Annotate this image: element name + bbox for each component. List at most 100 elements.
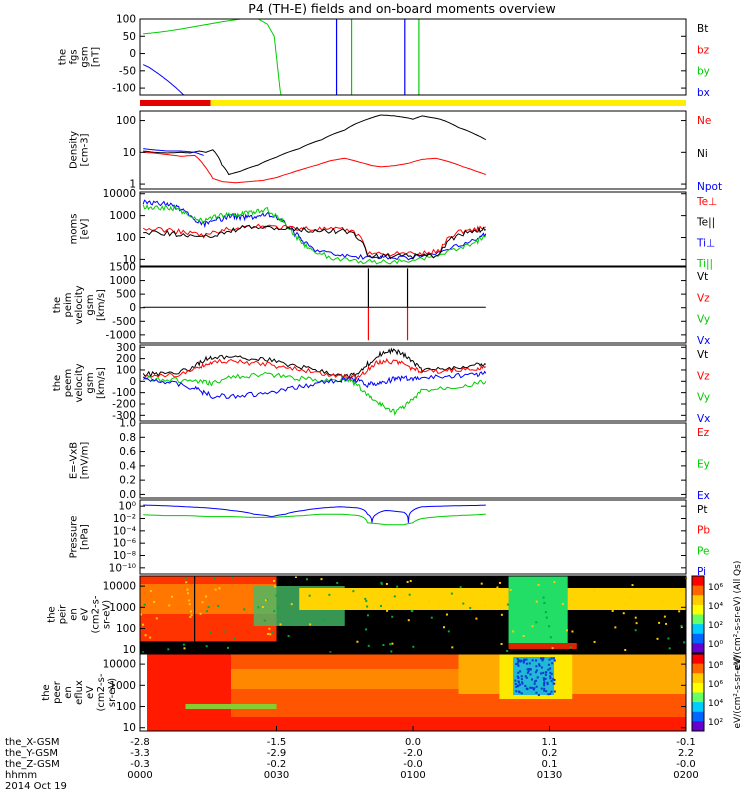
legend-vy: Vy — [697, 392, 710, 404]
footer-tick-value: 0.0 — [405, 737, 421, 748]
colorbar-segment — [692, 711, 704, 722]
figure-title: P4 (TH-E) fields and on-board moments ov… — [248, 1, 555, 16]
spectrogram-speck — [309, 623, 312, 626]
spectrogram-speck — [366, 614, 369, 617]
ylabel-line: gsm — [85, 372, 96, 393]
peer-eflux-colorbar: 10⁸ 10⁶ 10⁴ 10² — [691, 653, 723, 732]
footer-row-label: the_X-GSM — [5, 737, 59, 748]
legend-vx: Vx — [697, 413, 710, 425]
spectrogram-speck — [143, 603, 146, 606]
panel-pressure — [143, 504, 486, 526]
spectrogram-speck — [532, 688, 535, 691]
spectrogram-speck — [168, 604, 171, 607]
y-tick-label: 50 — [123, 31, 136, 43]
y-tick-label: 100 — [116, 14, 136, 26]
spectrogram-speck — [267, 632, 270, 635]
spectrogram-speck — [385, 582, 388, 585]
ylabel-line: the — [47, 606, 58, 622]
y-tick-label: 0 — [129, 48, 136, 60]
ylabel-line: [cm-3] — [80, 133, 91, 166]
spectrogram-speck — [366, 605, 369, 608]
spectrogram-speck — [622, 612, 625, 615]
spectrogram-speck — [545, 616, 548, 619]
spectrogram-speck — [516, 675, 519, 678]
spectrogram-speck — [544, 673, 547, 676]
spectrogram-speck — [548, 625, 551, 628]
spectrogram-speck — [668, 647, 671, 650]
mode-bar-red — [140, 100, 211, 106]
spectrogram-speck — [667, 637, 670, 640]
spectrogram-speck — [520, 659, 523, 662]
legend-pb: Pb — [697, 525, 710, 537]
spectrogram-band — [185, 704, 277, 709]
data-layer — [142, 18, 487, 526]
spectrogram-speck — [498, 581, 501, 584]
ylabel-line: the — [52, 375, 63, 391]
spectrogram-speck — [271, 631, 274, 634]
series-line — [143, 224, 487, 260]
spectrogram-speck — [475, 617, 478, 620]
spectrogram-speck — [548, 658, 551, 661]
legend-pi: Pi — [697, 566, 706, 578]
colorbar-tick-label: 10⁸ — [708, 661, 723, 671]
legend-ez: Ez — [697, 427, 710, 439]
spectrogram-speck — [380, 582, 383, 585]
spectrogram-speck — [184, 577, 187, 580]
legend-vy: Vy — [697, 314, 710, 326]
spectrogram-speck — [543, 681, 546, 684]
legend-ex: Ex — [697, 490, 710, 502]
spectrogram-speck — [516, 684, 519, 687]
series-line — [142, 204, 487, 265]
ylabel-line: the — [41, 684, 52, 700]
y-tick-label: 300 — [116, 342, 136, 354]
panel-frame — [139, 18, 687, 96]
y-tick-label: 10000 — [103, 188, 136, 200]
spectrogram-speck — [500, 613, 503, 616]
spectrogram-speck — [521, 681, 524, 684]
spectrogram-speck — [631, 584, 634, 587]
spectrogram-speck — [382, 643, 385, 646]
frames-layer — [139, 18, 687, 732]
spectrogram-speck — [517, 681, 520, 684]
legend-bt: Bt — [697, 23, 708, 35]
spectrogram-speck — [526, 668, 529, 671]
spectrogram-speck — [306, 578, 309, 581]
spectrogram-speck — [516, 662, 519, 665]
legend-ne: Ne — [697, 115, 711, 127]
panel-density — [143, 114, 487, 184]
spectrogram-speck — [408, 593, 411, 596]
legend-ey: Ey — [697, 459, 710, 471]
spectrogram-speck — [224, 630, 227, 633]
ylabel-line: Density — [69, 131, 80, 169]
colorbar-segment — [692, 576, 704, 587]
spectrogram-speck — [518, 691, 521, 694]
spectrogram-speck — [535, 691, 538, 694]
spectrogram-speck — [525, 658, 528, 661]
colorbar-tick-label: 10⁶ — [708, 583, 723, 593]
spectrogram-speck — [205, 610, 208, 613]
spectrogram-speck — [520, 678, 523, 681]
y-tick-label: 0.6 — [119, 446, 136, 458]
peir-eflux-colorbar: 10⁶ 10⁴ 10² 10⁰ — [691, 575, 723, 654]
y-tick-label: 10 — [123, 722, 136, 734]
spectrogram-speck — [153, 600, 156, 603]
footer-tick-value: 0.1 — [542, 759, 558, 770]
spectrogram-speck — [186, 588, 189, 591]
spectrogram-speck — [528, 667, 531, 670]
spectrogram-speck — [170, 595, 173, 598]
spectrogram-speck — [525, 662, 528, 665]
spectrogram-speck — [544, 677, 547, 680]
spectrogram-speck — [364, 597, 367, 600]
spectrogram-speck — [534, 671, 537, 674]
y-tick-label: 100 — [116, 364, 136, 376]
y-tick-label: -100 — [112, 83, 136, 95]
ylabel-line: eV — [85, 686, 96, 699]
y-tick-label: -1000 — [105, 329, 136, 341]
y-tick-label: 10 — [123, 147, 136, 159]
spectrogram-speck — [188, 603, 191, 606]
y-tick-label: 0.4 — [119, 460, 136, 472]
legend-vz: Vz — [697, 292, 710, 304]
legend-by: by — [697, 66, 710, 78]
footer-row-label: 2014 Oct 19 — [5, 781, 67, 792]
y-tick-label: 10⁻⁴ — [113, 525, 136, 537]
